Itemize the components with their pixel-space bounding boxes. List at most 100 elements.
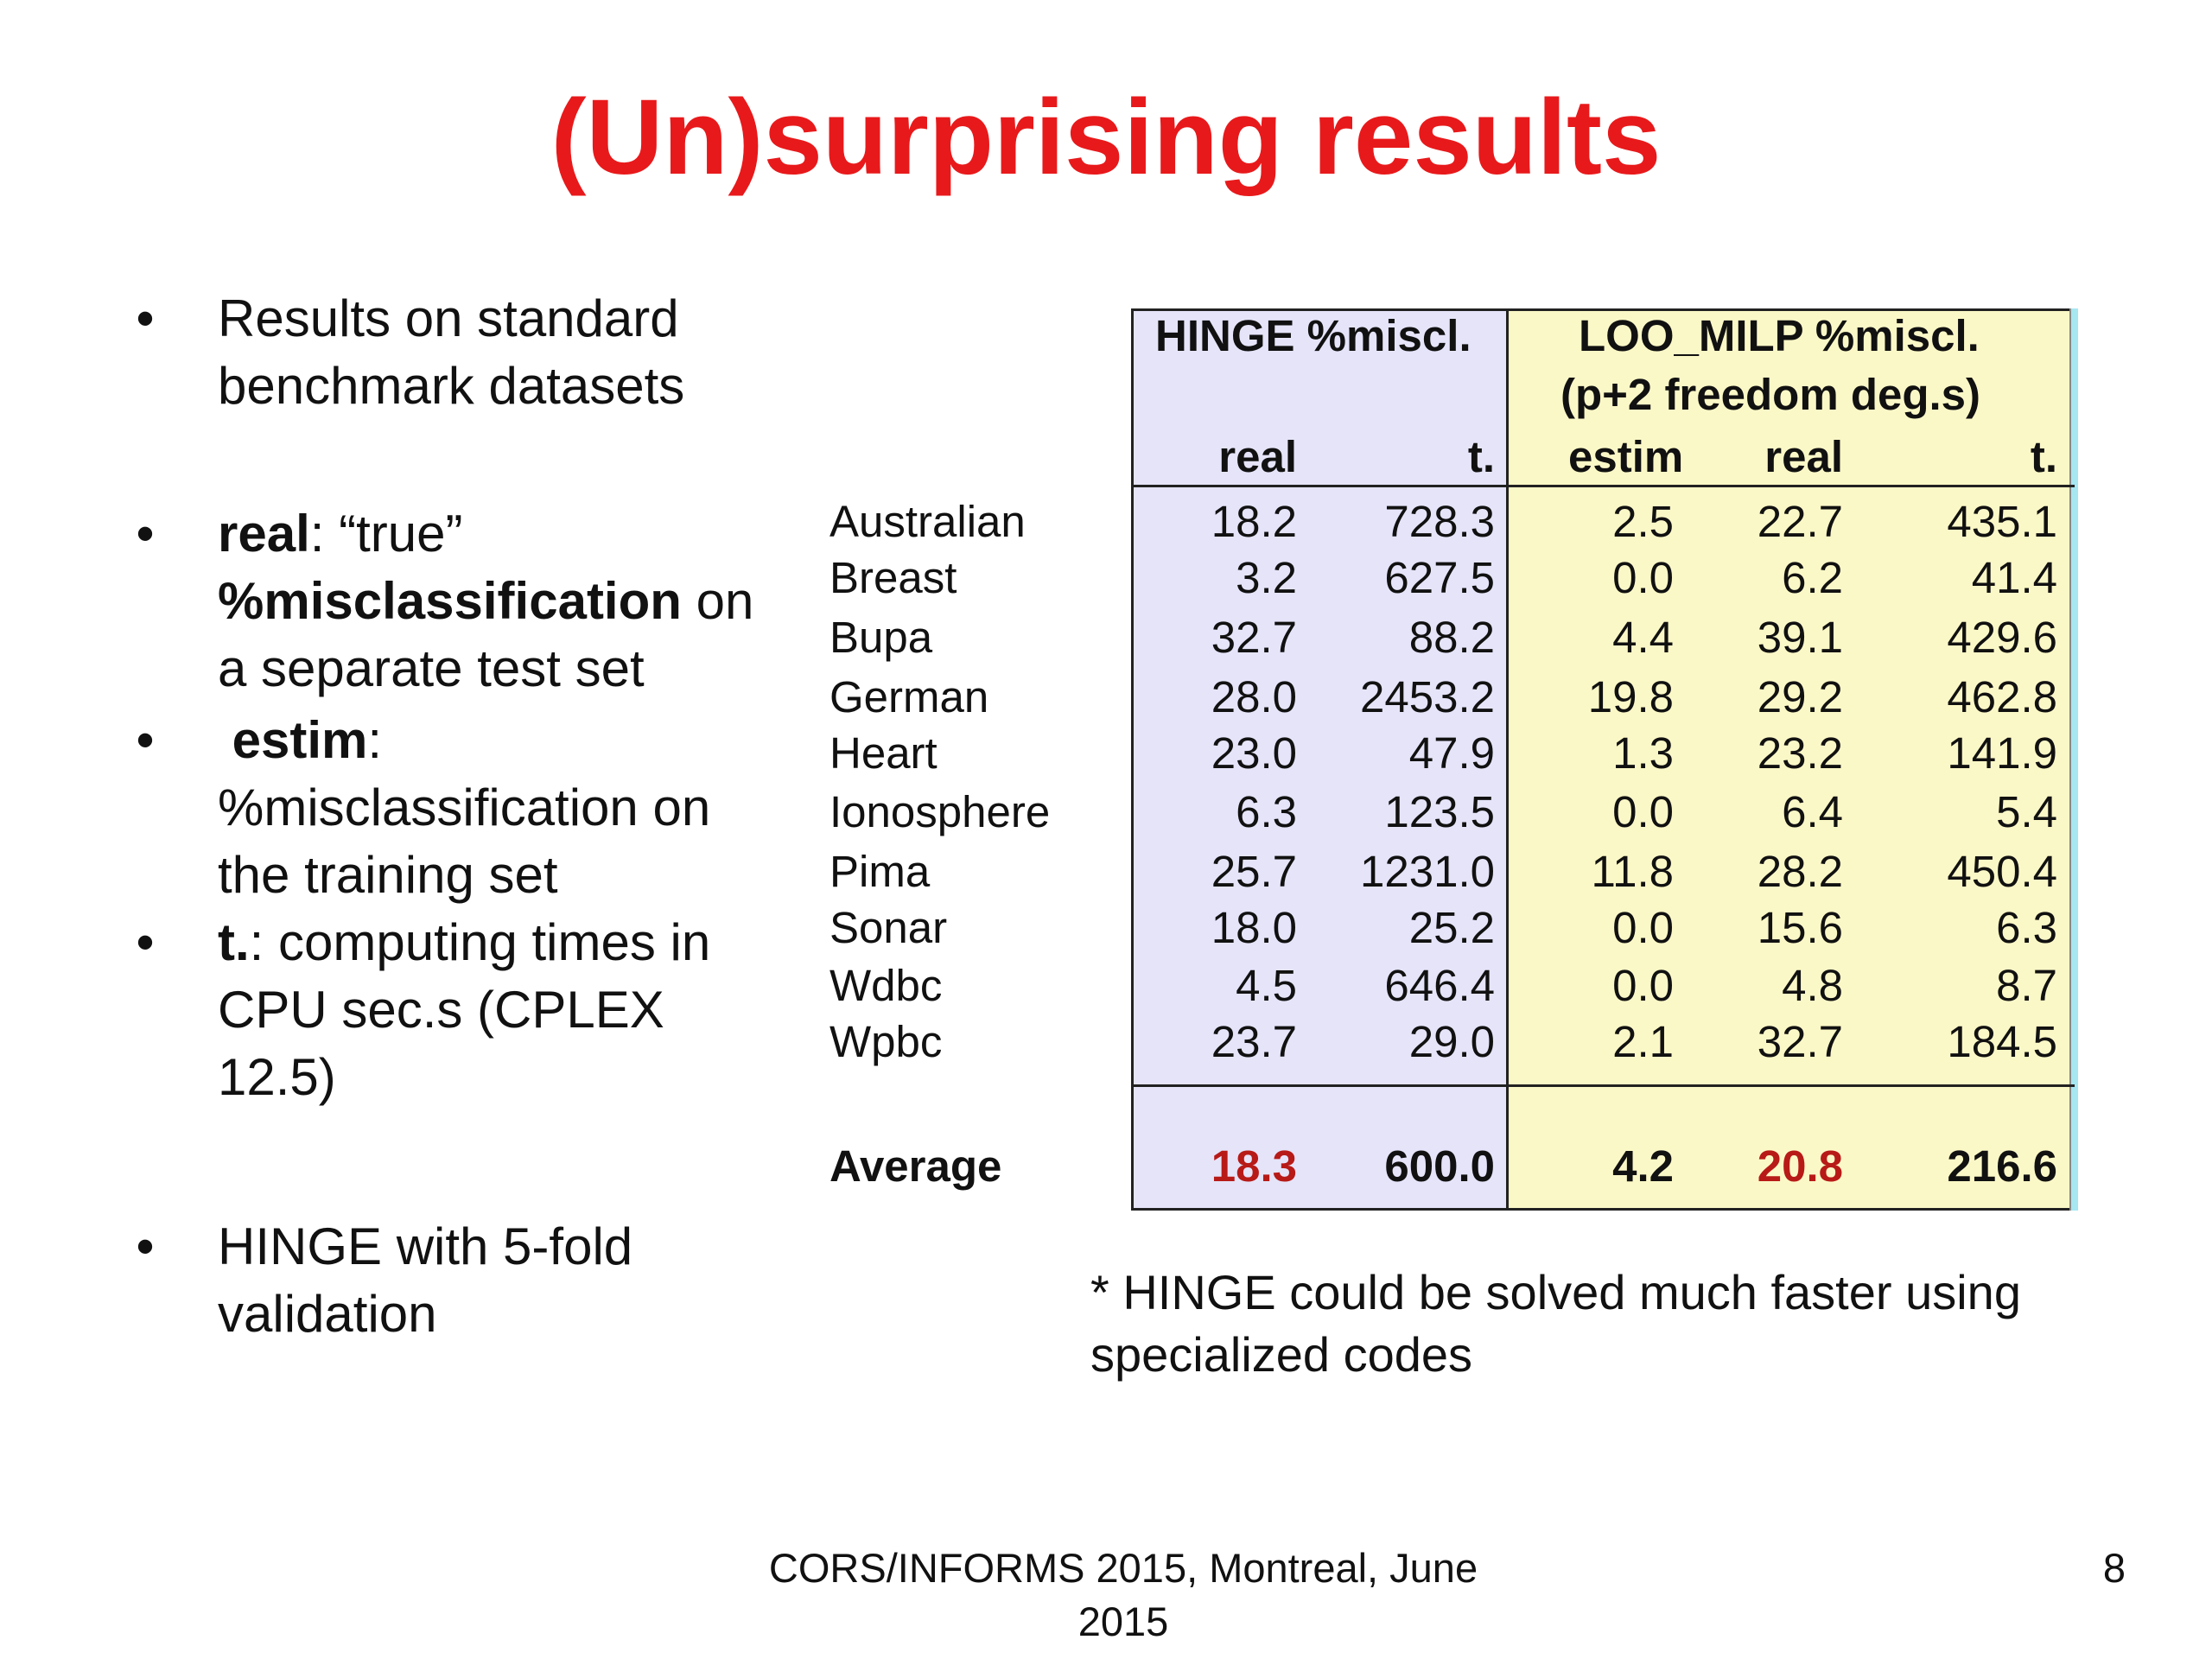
- table-edge: [2069, 308, 2078, 1211]
- bullet-dot: •: [136, 711, 155, 769]
- table-cell: 11.8: [1591, 847, 1674, 896]
- table-cell: 4.5: [1236, 961, 1297, 1010]
- loo-milp-subheader: (p+2 freedom deg.s): [1560, 370, 1981, 419]
- bullet-estim: • estim: %misclassification on the train…: [130, 707, 786, 909]
- table-cell: 123.5: [1384, 787, 1495, 836]
- bullet-dot: •: [136, 913, 155, 971]
- footer: CORS/INFORMS 2015, Montreal, June 2015: [768, 1545, 1478, 1644]
- column-subheader: t.: [1467, 432, 1495, 481]
- bullet-term: real: [218, 505, 310, 563]
- table-cell: 25.7: [1211, 847, 1297, 896]
- table-cell: 2.5: [1612, 497, 1674, 546]
- row-label: Ionosphere: [830, 787, 1051, 836]
- row-label: Australian: [830, 497, 1026, 546]
- table-cell: 25.2: [1408, 903, 1495, 952]
- table-cell: 646.4: [1384, 961, 1495, 1010]
- row-label: Wpbc: [830, 1017, 943, 1066]
- average-cell: 20.8: [1757, 1141, 1843, 1191]
- row-label: Heart: [830, 728, 938, 778]
- table-cell: 0.0: [1612, 553, 1674, 602]
- table-cell: 32.7: [1211, 613, 1297, 662]
- bullet-time: • t.: computing times in CPU sec.s (CPLE…: [130, 909, 786, 1111]
- column-subheader: estim: [1568, 432, 1684, 481]
- table-cell: 29.0: [1408, 1017, 1495, 1066]
- bullet-text: Results on standard benchmark datasets: [218, 289, 685, 415]
- table-cell: 22.7: [1757, 497, 1843, 546]
- table-cell: 23.0: [1211, 728, 1297, 778]
- table-cell: 429.6: [1947, 613, 2057, 662]
- bullet-dot: •: [136, 1217, 155, 1275]
- table-cell: 627.5: [1384, 553, 1495, 602]
- table-cell: 5.4: [1996, 787, 2057, 836]
- bullet-term: %misclassification: [218, 572, 682, 630]
- row-label: Wdbc: [830, 961, 943, 1010]
- bullet-term: estim: [232, 711, 368, 769]
- table-cell: 6.3: [1236, 787, 1297, 836]
- table-cell: 3.2: [1236, 553, 1297, 602]
- bullet-text: : “true”: [309, 505, 463, 563]
- table-cell: 450.4: [1947, 847, 2057, 896]
- page-number: 8: [2102, 1545, 2126, 1591]
- bullet-text: : %misclassification on the training set: [218, 711, 711, 904]
- loo-milp-header: LOO_MILP %miscl.: [1579, 311, 1980, 360]
- table-cell: 141.9: [1947, 728, 2057, 778]
- bullet-hinge: • HINGE with 5-fold validation: [130, 1213, 786, 1348]
- hinge-header: HINGE %miscl.: [1155, 311, 1471, 360]
- table-cell: 6.3: [1996, 903, 2057, 952]
- average-cell: 216.6: [1947, 1141, 2057, 1191]
- slide-title: (Un)surprising results: [550, 79, 1662, 197]
- table-cell: 0.0: [1612, 787, 1674, 836]
- table-cell: 88.2: [1408, 613, 1495, 662]
- table-cell: 184.5: [1947, 1017, 2057, 1066]
- column-subheader: real: [1218, 432, 1297, 481]
- bullet-list: • Results on standard benchmark datasets…: [130, 285, 786, 1348]
- table-cell: 28.0: [1211, 672, 1297, 721]
- table-cell: 18.0: [1211, 903, 1297, 952]
- average-rule: [1131, 1084, 2075, 1087]
- table-cell: 1231.0: [1360, 847, 1495, 896]
- table-cell: 39.1: [1757, 613, 1843, 662]
- table-cell: 0.0: [1612, 961, 1674, 1010]
- table-cell: 728.3: [1384, 497, 1495, 546]
- table-cell: 19.8: [1587, 672, 1674, 721]
- bullet-real: • real: “true” %misclassification on a s…: [130, 500, 786, 702]
- results-table: HINGE %miscl. LOO_MILP %miscl. (p+2 free…: [1131, 308, 2078, 1211]
- bullet-dot: •: [136, 505, 155, 563]
- table-cell: 29.2: [1757, 672, 1843, 721]
- table-cell: 15.6: [1757, 903, 1843, 952]
- table-cell: 2453.2: [1360, 672, 1495, 721]
- column-subheader: real: [1764, 432, 1843, 481]
- row-label: Breast: [830, 553, 957, 602]
- hinge-panel: [1131, 308, 1509, 1211]
- row-label: Pima: [830, 847, 931, 896]
- bullet-text: on a separate test set: [218, 572, 754, 697]
- table-cell: 0.0: [1612, 903, 1674, 952]
- table-cell: 32.7: [1757, 1017, 1843, 1066]
- row-label: German: [830, 672, 989, 721]
- row-label: Sonar: [830, 903, 948, 952]
- table-cell: 28.2: [1757, 847, 1843, 896]
- bullet-datasets: • Results on standard benchmark datasets: [130, 285, 786, 420]
- loo-milp-panel: [1506, 308, 2075, 1211]
- table-cell: 6.4: [1782, 787, 1843, 836]
- table-cell: 23.7: [1211, 1017, 1297, 1066]
- table-cell: 41.4: [1971, 553, 2057, 602]
- table-cell: 1.3: [1612, 728, 1674, 778]
- average-cell: 600.0: [1384, 1141, 1495, 1191]
- bullet-dot: •: [136, 289, 155, 347]
- row-label: Bupa: [830, 613, 933, 662]
- average-label: Average: [830, 1141, 1002, 1191]
- footnote: * HINGE could be solved much faster usin…: [1090, 1265, 2021, 1382]
- table-cell: 462.8: [1947, 672, 2057, 721]
- average-cell: 4.2: [1612, 1141, 1674, 1191]
- bullet-text: : computing times in CPU sec.s (CPLEX 12…: [218, 913, 711, 1106]
- table-cell: 4.8: [1782, 961, 1843, 1010]
- header-rule: [1131, 485, 2075, 487]
- average-cell: 18.3: [1211, 1141, 1297, 1191]
- table-cell: 435.1: [1947, 497, 2057, 546]
- table-cell: 18.2: [1211, 497, 1297, 546]
- table-cell: 23.2: [1757, 728, 1843, 778]
- table-cell: 2.1: [1612, 1017, 1674, 1066]
- table-cell: 4.4: [1612, 613, 1674, 662]
- table-cell: 6.2: [1782, 553, 1843, 602]
